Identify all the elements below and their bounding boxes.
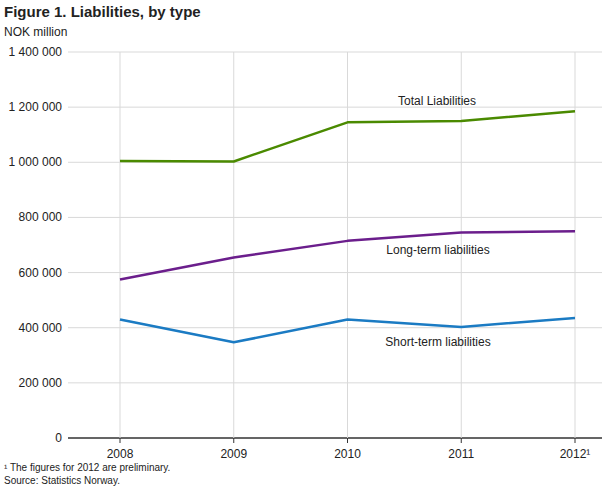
x-grid-line [575, 52, 576, 438]
x-tick [461, 438, 462, 443]
x-tick-label: 2009 [220, 447, 247, 461]
grid-line [68, 382, 602, 383]
series-line [120, 318, 575, 342]
x-tick-label: 2010 [334, 447, 361, 461]
series-label: Long-term liabilities [386, 243, 489, 257]
y-tick-label: 0 [55, 431, 62, 445]
grid-line [68, 52, 602, 53]
chart: Figure 1. Liabilities, by type NOK millio… [0, 0, 610, 488]
grid-line [68, 438, 602, 439]
source: Source: Statistics Norway. [4, 475, 120, 486]
y-axis-label: NOK million [4, 25, 67, 39]
series-line [120, 111, 575, 161]
series-label: Short-term liabilities [385, 335, 490, 349]
y-tick-label: 600 000 [19, 266, 63, 280]
series-line [120, 231, 575, 279]
x-tick-label: 2012¹ [560, 447, 591, 461]
x-grid-line [120, 52, 121, 438]
x-tick [120, 438, 121, 443]
series-label: Total Liabilities [398, 94, 476, 108]
note: ¹ The figures for 2012 are preliminary. [4, 462, 170, 473]
grid-line [68, 107, 602, 108]
y-tick-label: 1 400 000 [9, 45, 63, 59]
y-tick-label: 1 200 000 [9, 100, 63, 114]
grid-line [68, 217, 602, 218]
x-tick [347, 438, 348, 443]
x-axis-line [68, 438, 602, 439]
y-tick-label: 1 000 000 [9, 155, 63, 169]
x-grid-line [233, 52, 234, 438]
x-tick [233, 438, 234, 443]
x-grid-line [347, 52, 348, 438]
y-tick-label: 400 000 [19, 321, 63, 335]
x-tick [575, 438, 576, 443]
title: Figure 1. Liabilities, by type [4, 3, 201, 20]
x-tick-label: 2008 [107, 447, 134, 461]
lines [120, 111, 575, 342]
y-tick-label: 200 000 [19, 376, 63, 390]
grid-line [68, 327, 602, 328]
y-tick-label: 800 000 [19, 210, 63, 224]
x-tick-label: 2011 [448, 447, 474, 461]
